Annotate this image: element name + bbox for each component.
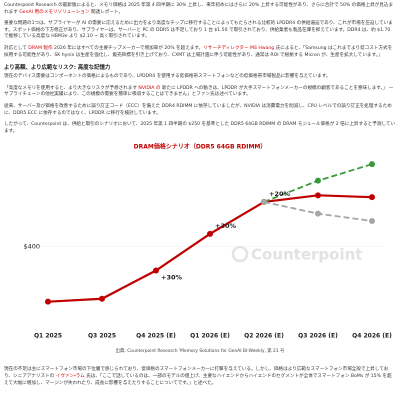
annotation: +20% [269, 190, 290, 198]
text-run: 従来、サーバー及び価格を改善するために誤り訂正コード（ECC）を備えた DDR4… [4, 103, 392, 116]
link: リサーチディレクター MS Hwang [203, 45, 275, 51]
paragraph: 重要な問題の1つは、サプライヤーが AI の需要に応えるために出力をより高度なチ… [4, 21, 396, 41]
link: イヴァン・ラム [55, 373, 85, 379]
point [261, 199, 267, 206]
y-tick-label: $400 [23, 243, 40, 251]
point [369, 218, 375, 225]
text-run: 現在のデバイス需要はコンポーネントの価格によるものであり、LPDDR4 を使用す… [4, 74, 331, 80]
intro: Counterpoint Research の最新版によると、メモリ価格は 20… [4, 3, 396, 59]
annotation: +30% [161, 274, 182, 282]
text-run: 2026 年にはすべての主要チップメーカーで増加率が 20% を超えます。 [52, 45, 204, 51]
text-run: 氏によると、「Samsung はこれまでより低コスト方式を採用する可能性があり、… [4, 45, 393, 58]
point [207, 231, 213, 238]
x-tick-label: Q2 2026 (E) [244, 333, 284, 340]
paragraph: 従来、サーバー及び価格を改善するために誤り訂正コード（ECC）を備えた DDR4… [4, 104, 396, 117]
x-tick-label: Q4 2025 (E) [136, 333, 176, 340]
annotation: +30% [215, 222, 236, 230]
point [369, 161, 375, 168]
link: DRAM 製作 [28, 45, 53, 51]
chart-title: DRAM価格シナリオ（DDR5 64GB RDIMM） [134, 143, 267, 151]
x-tick-label: Q1 2026 (E) [190, 333, 230, 340]
x-tick-label: Q1 2025 [34, 333, 62, 340]
paragraph: 「高度なメモリを使用すると、より大きなリスクが予想されます NVIDIA の 新… [4, 86, 396, 99]
link: GenAI 用のメモリソリューション [19, 9, 90, 15]
source: 出典: Counterpoint Research 'Memory Soluti… [115, 349, 285, 355]
text-run: 新たに LPDDR への動きは、LPDDR が大手スマートフォンメーカーの規模の… [4, 85, 394, 98]
paragraph: したがって、Counterpoint は、供給と取引のシナリオにおいて、2025… [4, 122, 396, 135]
text-run: 現在の不足は主にスマートフォン市場の下位層で感じられており、低価格のスマートフォ… [4, 367, 389, 379]
paragraph: Counterpoint Research の最新版によると、メモリ価格は 20… [4, 3, 396, 16]
text-run: 重要な問題の1つは、サプライヤーが AI の需要に応えるために出力をより高度なチ… [4, 21, 393, 40]
point [315, 177, 321, 184]
point [369, 194, 375, 201]
paragraph: 対応として DRAM 製作 2026 年にはすべての主要チップメーカーで増加率が… [4, 46, 396, 59]
x-tick-label: Q3 2025 [88, 333, 116, 340]
text-run: Counterpoint Research の最新版によると、メモリ価格は 20… [4, 3, 394, 15]
closing: 現在の不足は主にスマートフォン市場の下位層で感じられており、低価格のスマートフォ… [4, 367, 396, 387]
text-run: したがって、Counterpoint は、供給と取引のシナリオにおいて、2025… [4, 122, 396, 134]
paragraph: 現在のデバイス需要はコンポーネントの価格によるものであり、LPDDR4 を使用す… [4, 74, 396, 81]
point [315, 192, 321, 199]
point [99, 296, 105, 303]
point [153, 267, 159, 274]
text-run: 「高度なメモリを使用すると、より大きなリスクが予想されます [4, 85, 139, 91]
link: NVIDIA の [138, 85, 161, 91]
watermark: Counterpoint [251, 246, 362, 264]
watermark-logo [231, 246, 249, 263]
point [45, 298, 51, 305]
text-run: 氏は、「ここで話しているのは、一部のモデルの値上げ、主要なハイエンドからハイエン… [4, 373, 392, 386]
x-tick-label: Q3 2026 (E) [298, 333, 338, 340]
paragraph: 現在の不足は主にスマートフォン市場の下位層で感じられており、低価格のスマートフォ… [4, 367, 396, 387]
point [315, 210, 321, 217]
chart: DRAM価格シナリオ（DDR5 64GB RDIMM） Counterpoint… [23, 143, 392, 340]
x-tick-label: Q4 2026 (E) [352, 333, 392, 340]
section-heading: より高額、より広範なリスク: 高度な記憶力 [4, 65, 111, 72]
section: 現在のデバイス需要はコンポーネントの価格によるものであり、LPDDR4 を使用す… [4, 74, 396, 135]
text-run: 対応として [4, 45, 29, 51]
text-run: 関連レポート。 [89, 9, 124, 15]
